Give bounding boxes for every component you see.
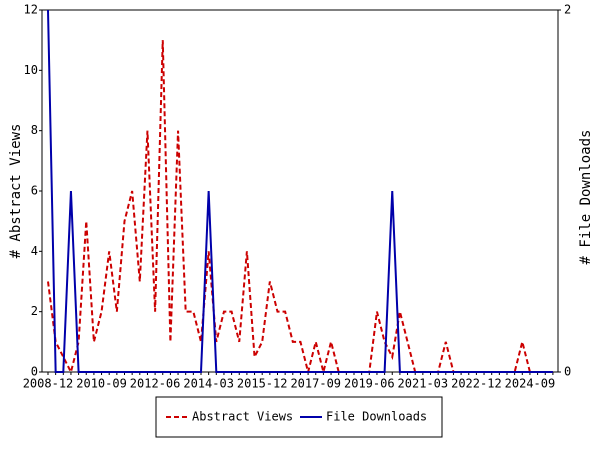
x-tick-label: 2019-06	[344, 377, 395, 391]
x-tick-label: 2021-03	[398, 377, 449, 391]
x-tick-label: 2015-12	[237, 377, 288, 391]
y-tick-label: 2	[31, 304, 38, 318]
x-tick-label: 2012-06	[130, 377, 181, 391]
x-tick-label: 2008-12	[23, 377, 74, 391]
y-tick-label: 10	[24, 63, 38, 77]
y-tick-label: 8	[31, 123, 38, 137]
y-tick-label: 4	[31, 244, 38, 258]
x-tick-label: 2010-09	[76, 377, 127, 391]
y-axis-title: # Abstract Views	[8, 124, 24, 259]
y-tick-label: 6	[31, 184, 38, 198]
x-tick-label: 2014-03	[183, 377, 234, 391]
x-tick-label: 2017-09	[290, 377, 341, 391]
x-tick-label: 2022-12	[451, 377, 502, 391]
x-tick-label: 2024-09	[505, 377, 556, 391]
legend-label: File Downloads	[326, 410, 427, 424]
y2-tick-label: 0	[564, 365, 571, 379]
plot-frame	[41, 9, 559, 373]
series-line	[47, 9, 553, 373]
y2-axis-title: # File Downloads	[578, 130, 594, 265]
y-tick-label: 0	[31, 365, 38, 379]
y2-tick-label: 2	[564, 3, 571, 17]
y-tick-label: 12	[24, 3, 38, 17]
legend-box	[155, 396, 443, 438]
legend-label: Abstract Views	[192, 410, 293, 424]
series-line	[47, 40, 553, 375]
